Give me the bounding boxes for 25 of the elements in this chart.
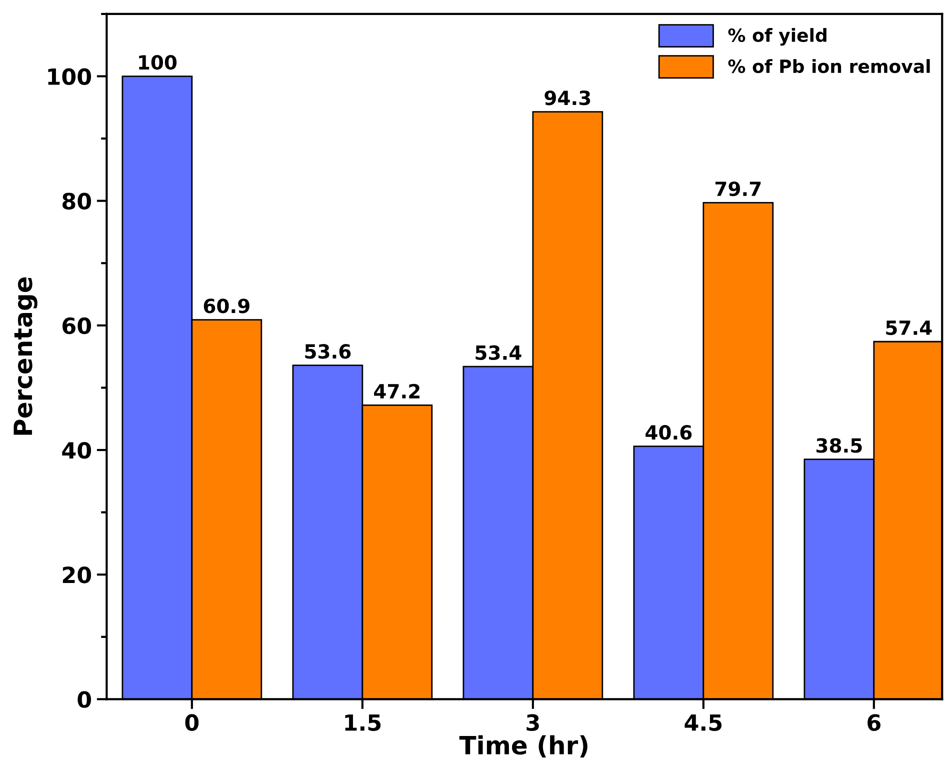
legend-label: % of Pb ion removal bbox=[728, 59, 930, 74]
data-label: 60.9 bbox=[204, 298, 250, 314]
y-tick-label: 0 bbox=[78, 691, 92, 708]
data-label: 53.4 bbox=[476, 345, 522, 360]
x-tick-label: 1.5 bbox=[345, 714, 381, 731]
data-label: 57.4 bbox=[886, 320, 932, 336]
y-tick-label: 60 bbox=[62, 317, 92, 334]
y-tick-label: 20 bbox=[62, 566, 92, 584]
y-tick-label: 80 bbox=[62, 192, 92, 210]
y-tick-label: 100 bbox=[48, 68, 92, 86]
data-label: 40.6 bbox=[646, 425, 692, 440]
x-tick-label: 4.5 bbox=[684, 714, 722, 731]
data-label: 100 bbox=[139, 55, 177, 70]
x-axis-title: Time (hr) bbox=[459, 735, 588, 758]
data-label: 94.3 bbox=[544, 90, 590, 106]
y-axis-title: Percentage bbox=[14, 277, 38, 435]
data-label: 79.7 bbox=[715, 181, 761, 196]
data-label: 53.6 bbox=[305, 344, 351, 359]
x-tick-label: 3 bbox=[526, 714, 539, 731]
data-label: 38.5 bbox=[816, 438, 862, 453]
y-tick-label: 40 bbox=[62, 442, 92, 459]
legend-label: % of yield bbox=[728, 28, 826, 46]
data-label: 47.2 bbox=[374, 384, 420, 398]
x-tick-label: 0 bbox=[185, 714, 199, 731]
x-tick-label: 6 bbox=[868, 714, 880, 731]
